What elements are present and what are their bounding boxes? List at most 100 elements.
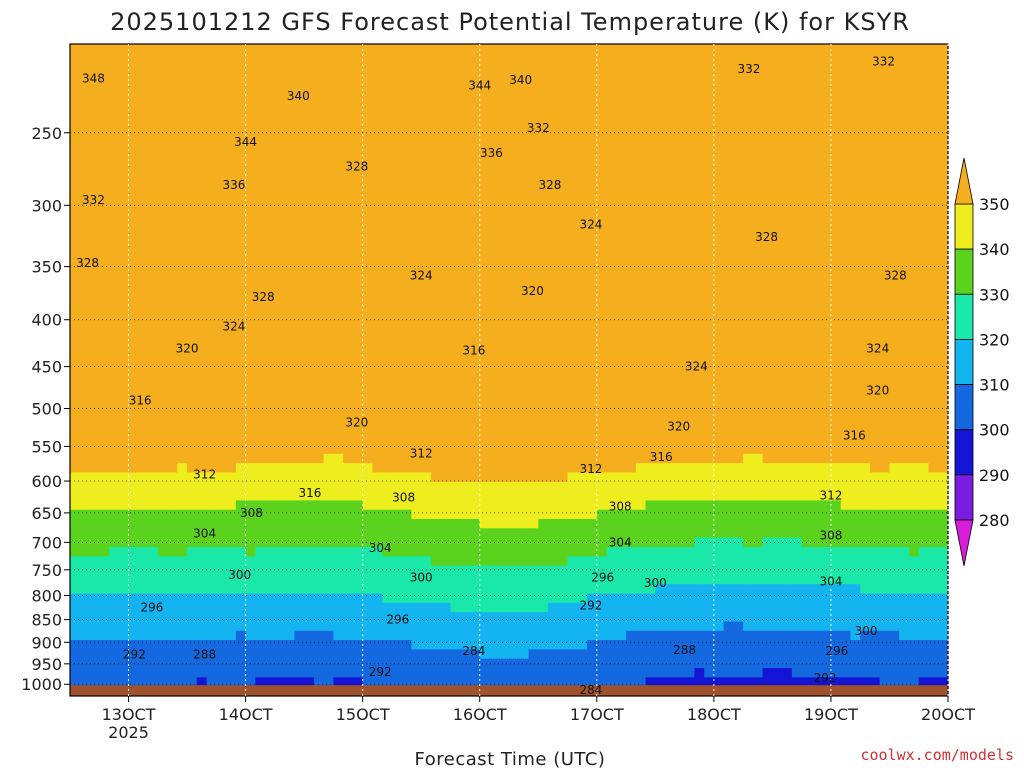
y-tick-label: 350 — [31, 258, 62, 277]
x-axis-label: Forecast Time (UTC) — [415, 749, 606, 768]
y-tick-label: 700 — [31, 533, 62, 552]
contour-label: 320 — [345, 416, 368, 430]
contour-label: 312 — [410, 447, 433, 461]
contour-label: 328 — [755, 230, 778, 244]
y-axis: 250 300 350 400 450 500 550 600 650 700 750 800 850 9… — [21, 124, 70, 694]
contour-label: 312 — [193, 467, 216, 481]
contour-label: 296 — [386, 613, 409, 627]
y-tick-label: 300 — [31, 196, 62, 215]
x-tick-label: 13OCT — [102, 705, 156, 724]
contour-label: 292 — [814, 671, 837, 685]
contour-label: 296 — [591, 571, 614, 585]
colorbar-band — [954, 203, 974, 250]
colorbar-tick-label: 310 — [979, 376, 1010, 395]
contour-label: 324 — [579, 218, 602, 232]
contour-label: 288 — [673, 643, 696, 657]
contour-label: 340 — [509, 73, 532, 87]
colorbar-band — [954, 293, 974, 340]
contour-label: 292 — [579, 598, 602, 612]
y-tick-label: 900 — [31, 633, 62, 652]
colorbar: 280 290 300 310 320 330 340 350 — [954, 157, 1010, 567]
contour-label: 320 — [176, 342, 199, 356]
contour-label: 340 — [287, 89, 310, 103]
contour-label: 336 — [480, 146, 503, 160]
credit-text[interactable]: coolwx.com/models — [860, 746, 1014, 764]
y-tick-label: 550 — [31, 437, 62, 456]
contour-labels: 348 340 344 336 332 328 328 324 320 316 312 308 304 3… — [76, 55, 907, 698]
x-tick-label: 16OCT — [453, 705, 507, 724]
colorbar-top-arrow — [954, 157, 974, 205]
x-tick-label: 18OCT — [687, 705, 741, 724]
contour-label: 292 — [123, 648, 146, 662]
contour-label: 328 — [76, 256, 99, 270]
colorbar-tick-label: 280 — [979, 511, 1010, 530]
x-tick-label: 20OCT — [921, 705, 975, 724]
colorbar-tick-label: 350 — [979, 195, 1010, 214]
contour-label: 300 — [855, 624, 878, 638]
contour-label: 316 — [462, 343, 485, 357]
y-tick-label: 1000 — [21, 675, 62, 694]
contour-label: 300 — [644, 576, 667, 590]
contour-label: 308 — [819, 528, 842, 542]
contour-label: 324 — [410, 269, 433, 283]
contour-label: 304 — [609, 535, 632, 549]
contour-label: 316 — [843, 428, 866, 442]
contour-label: 336 — [222, 178, 245, 192]
contour-label: 332 — [738, 62, 761, 76]
contour-label: 320 — [866, 384, 889, 398]
y-tick-label: 800 — [31, 586, 62, 605]
contour-label: 328 — [539, 178, 562, 192]
contour-label: 324 — [866, 342, 889, 356]
gridlines — [70, 44, 949, 696]
contour-label: 308 — [392, 490, 415, 504]
contour-label: 324 — [222, 320, 245, 334]
plot-area — [70, 44, 948, 696]
contour-label: 328 — [252, 290, 275, 304]
y-tick-label: 850 — [31, 611, 62, 630]
contour-label: 324 — [685, 360, 708, 374]
x-tick-label: 17OCT — [570, 705, 624, 724]
contour-label: 332 — [872, 55, 895, 69]
y-tick-label: 450 — [31, 358, 62, 377]
contour-label: 300 — [410, 571, 433, 585]
x-tick-sublabel: 2025 — [108, 723, 149, 742]
contour-label: 332 — [527, 121, 550, 135]
contour-label: 312 — [819, 488, 842, 502]
contour-label: 348 — [82, 71, 105, 85]
contour-label: 308 — [240, 506, 263, 520]
contour-label: 308 — [609, 500, 632, 514]
contour-label: 284 — [462, 644, 485, 658]
contour-label: 300 — [228, 568, 251, 582]
y-tick-label: 600 — [31, 472, 62, 491]
y-tick-label: 750 — [31, 561, 62, 580]
y-tick-label: 500 — [31, 400, 62, 419]
colorbar-band — [954, 429, 974, 476]
colorbar-tick-label: 320 — [979, 330, 1010, 349]
contour-label: 344 — [234, 135, 257, 149]
contour-label: 332 — [82, 193, 105, 207]
contour-label: 296 — [140, 601, 163, 615]
colorbar-tick-label: 330 — [979, 285, 1010, 304]
contour-label: 312 — [579, 462, 602, 476]
colorbar-band — [954, 248, 974, 295]
contour-label: 328 — [345, 159, 368, 173]
y-tick-label: 950 — [31, 655, 62, 674]
contour-label: 316 — [299, 486, 322, 500]
y-tick-label: 650 — [31, 504, 62, 523]
colorbar-tick-label: 290 — [979, 466, 1010, 485]
contour-label: 304 — [369, 541, 392, 555]
surface-terrain — [70, 685, 948, 696]
x-tick-label: 15OCT — [336, 705, 390, 724]
colorbar-bottom-arrow — [954, 519, 974, 567]
colorbar-band — [954, 339, 974, 385]
contour-label: 316 — [129, 393, 152, 407]
x-tick-label: 14OCT — [219, 705, 273, 724]
contour-label: 292 — [369, 665, 392, 679]
contour-label: 316 — [650, 450, 673, 464]
contour-label: 304 — [819, 574, 842, 588]
contour-label: 344 — [468, 79, 491, 93]
colorbar-tick-label: 340 — [979, 240, 1010, 259]
colorbar-band — [954, 384, 974, 431]
chart-title: 2025101212 GFS Forecast Potential Temper… — [110, 8, 910, 36]
